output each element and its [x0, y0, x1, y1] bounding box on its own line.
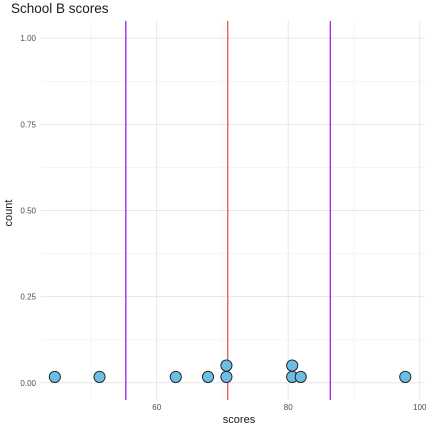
y-tick-label: 1.00: [20, 34, 36, 43]
data-point: [220, 359, 233, 372]
x-tick-label: 60: [152, 403, 161, 412]
data-point: [48, 370, 61, 383]
data-point: [93, 370, 106, 383]
y-tick-label: 0.00: [20, 379, 36, 388]
data-point: [286, 359, 299, 372]
chart-title: School B scores: [11, 1, 109, 16]
y-axis-label: count: [3, 199, 15, 227]
y-tick-label: 0.50: [20, 207, 36, 216]
data-point: [294, 370, 307, 383]
data-point: [169, 370, 182, 383]
y-tick-label: 0.25: [20, 293, 36, 302]
x-axis-label: scores: [222, 414, 256, 426]
x-tick-label: 100: [413, 403, 427, 412]
x-tick-label: 80: [284, 403, 293, 412]
data-point: [201, 370, 215, 383]
y-tick-label: 0.75: [20, 120, 36, 129]
data-point: [399, 370, 412, 383]
data-point: [220, 370, 233, 383]
